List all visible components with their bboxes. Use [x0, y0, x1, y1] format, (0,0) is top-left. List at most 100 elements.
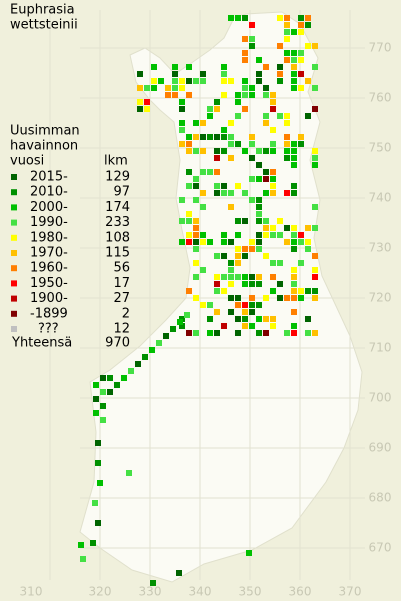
record-square	[200, 239, 206, 245]
record-square	[284, 330, 290, 336]
record-square	[242, 309, 248, 315]
record-square	[128, 368, 134, 374]
record-square	[193, 225, 199, 231]
record-square	[256, 218, 262, 224]
record-square	[284, 50, 290, 56]
record-square	[186, 232, 192, 238]
record-square	[277, 71, 283, 77]
legend-count: 115	[105, 246, 130, 261]
x-tick-label: 310	[20, 585, 43, 599]
record-square	[156, 340, 162, 346]
record-square	[200, 134, 206, 140]
record-square	[263, 253, 269, 259]
legend-swatch	[11, 265, 17, 272]
record-square	[312, 85, 318, 91]
record-square	[263, 169, 269, 175]
record-square	[305, 78, 311, 84]
record-square	[177, 319, 183, 325]
record-square	[298, 239, 304, 245]
record-square	[284, 15, 290, 21]
record-square	[249, 85, 255, 91]
record-square	[151, 85, 157, 91]
record-square	[214, 183, 220, 189]
record-square	[179, 120, 185, 126]
record-square	[97, 480, 103, 486]
record-square	[235, 274, 241, 280]
record-square	[291, 225, 297, 231]
record-square	[214, 274, 220, 280]
record-square	[256, 232, 262, 238]
record-square	[263, 92, 269, 98]
record-square	[277, 78, 283, 84]
record-square	[144, 99, 150, 105]
record-square	[186, 239, 192, 245]
record-square	[298, 134, 304, 140]
record-square	[221, 148, 227, 154]
y-tick-label: 670	[369, 541, 392, 555]
record-square	[270, 225, 276, 231]
record-square	[291, 274, 297, 280]
record-square	[242, 15, 248, 21]
record-square	[214, 309, 220, 315]
record-square	[291, 288, 297, 294]
record-square	[235, 316, 241, 322]
record-square	[221, 253, 227, 259]
record-square	[270, 92, 276, 98]
record-square	[200, 232, 206, 238]
record-square	[151, 78, 157, 84]
legend-swatch	[11, 189, 17, 196]
record-square	[193, 183, 199, 189]
record-square	[277, 260, 283, 266]
record-square	[249, 246, 255, 252]
record-square	[284, 148, 290, 154]
record-square	[298, 295, 304, 301]
record-square	[256, 57, 262, 63]
record-square	[179, 218, 185, 224]
record-square	[305, 22, 311, 28]
record-square	[291, 281, 297, 287]
record-square	[235, 253, 241, 259]
record-square	[242, 323, 248, 329]
record-square	[270, 260, 276, 266]
record-square	[270, 99, 276, 105]
record-square	[200, 169, 206, 175]
record-square	[92, 500, 98, 506]
record-square	[228, 274, 234, 280]
record-square	[228, 309, 234, 315]
record-square	[242, 50, 248, 56]
legend-count: 108	[105, 230, 130, 245]
record-square	[78, 542, 84, 548]
record-square	[186, 183, 192, 189]
record-square	[158, 78, 164, 84]
record-square	[172, 78, 178, 84]
record-square	[291, 64, 297, 70]
record-square	[186, 92, 192, 98]
record-square	[235, 92, 241, 98]
record-square	[163, 333, 169, 339]
record-square	[277, 295, 283, 301]
record-square	[270, 169, 276, 175]
x-tick-label: 360	[289, 585, 312, 599]
record-square	[256, 316, 262, 322]
record-square	[214, 106, 220, 112]
record-square	[228, 78, 234, 84]
record-square	[95, 460, 101, 466]
record-square	[186, 64, 192, 70]
legend-total: 970	[105, 336, 130, 351]
record-square	[284, 36, 290, 42]
record-square	[200, 71, 206, 77]
record-square	[312, 267, 318, 273]
record-square	[305, 43, 311, 49]
legend-swatch	[11, 295, 17, 302]
record-square	[305, 316, 311, 322]
record-square	[312, 162, 318, 168]
record-square	[249, 302, 255, 308]
record-square	[242, 253, 248, 259]
record-square	[200, 267, 206, 273]
record-square	[256, 197, 262, 203]
record-square	[284, 22, 290, 28]
record-square	[214, 169, 220, 175]
record-square	[235, 232, 241, 238]
record-square	[291, 239, 297, 245]
legend-label: 2015-	[30, 170, 68, 185]
